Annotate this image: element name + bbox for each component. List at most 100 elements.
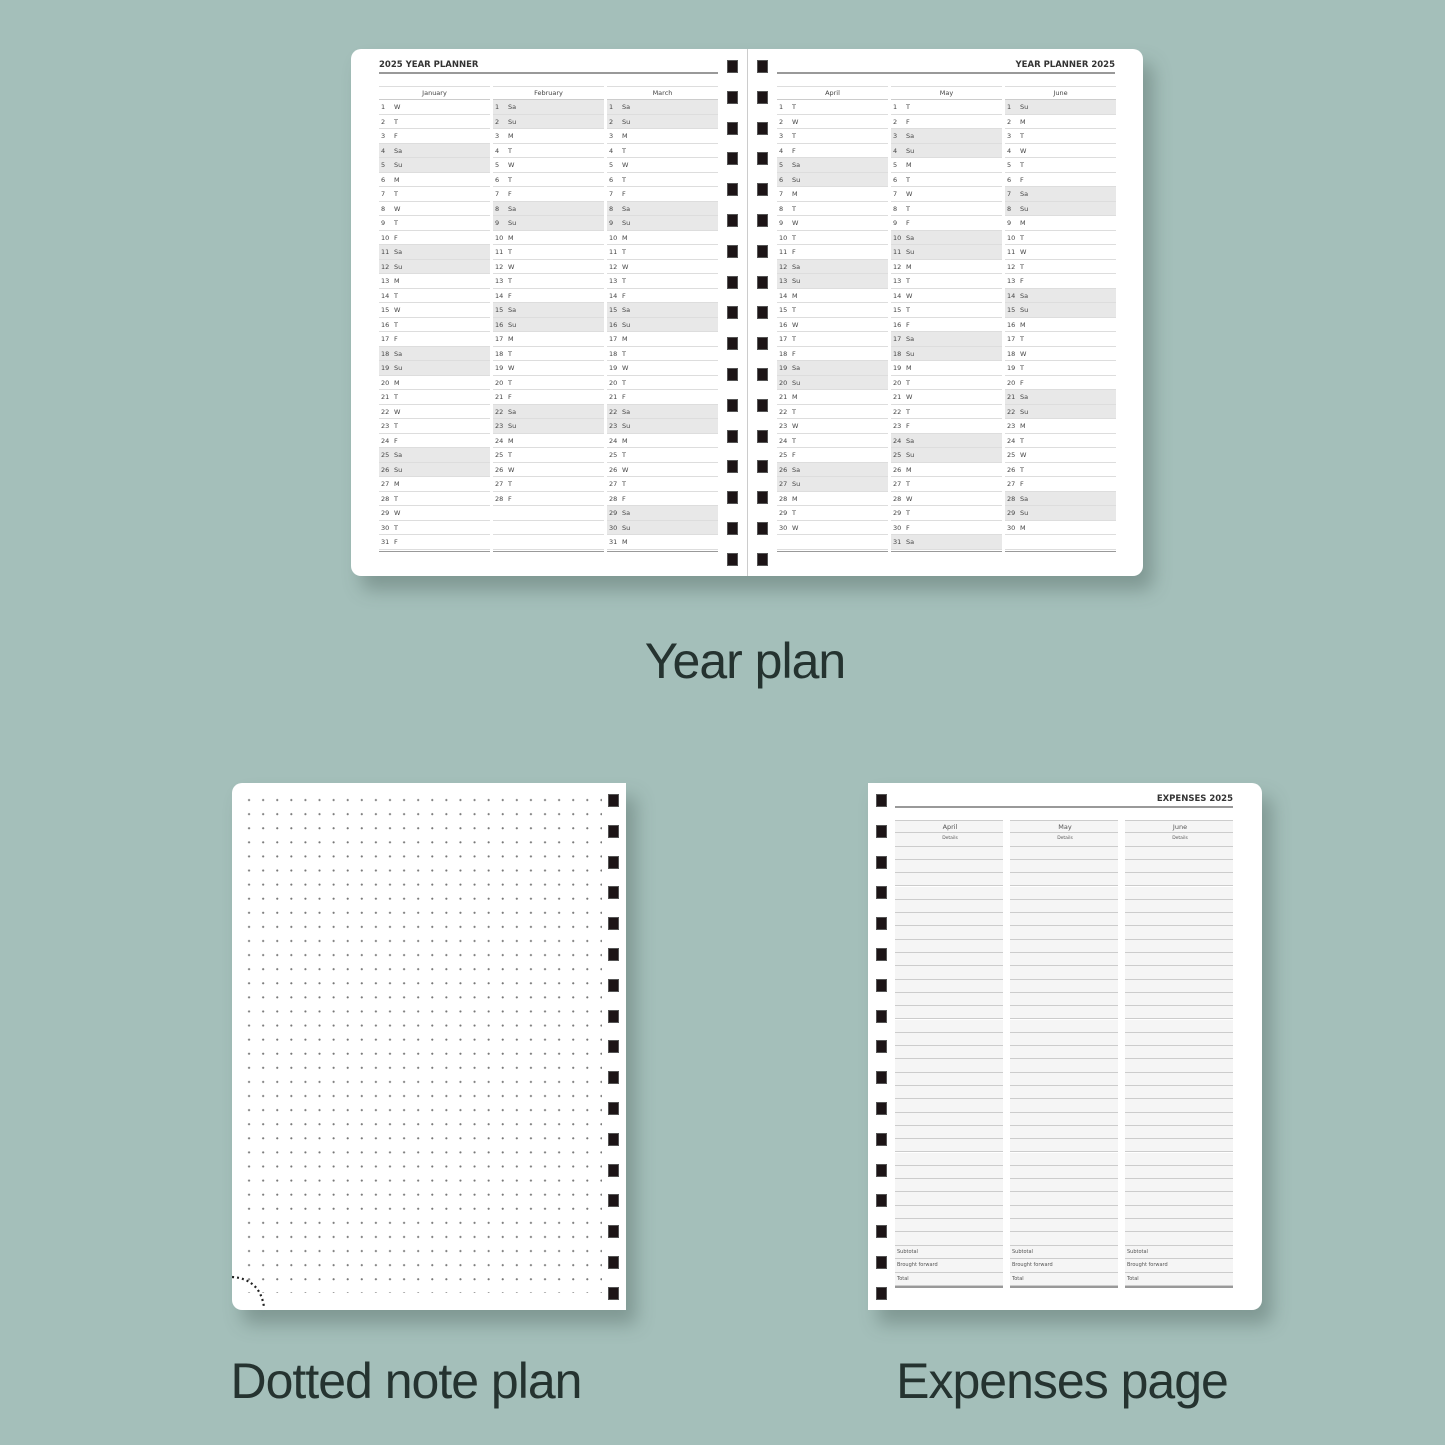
expense-entry-line[interactable]: [1010, 873, 1118, 887]
expense-entry-line[interactable]: [1125, 1032, 1233, 1047]
expense-entry-line[interactable]: [895, 1072, 1003, 1086]
expense-entry-line[interactable]: [895, 1139, 1003, 1153]
expense-entry-line[interactable]: [1125, 1019, 1233, 1033]
expense-entry-line[interactable]: [895, 1112, 1003, 1126]
expense-entry-line[interactable]: [1010, 926, 1118, 940]
expense-entry-line[interactable]: [1010, 1232, 1118, 1246]
expense-entry-line[interactable]: [895, 979, 1003, 993]
expense-entry-line[interactable]: [895, 953, 1003, 967]
expense-entry-line[interactable]: [1125, 979, 1233, 993]
expense-entry-line[interactable]: [1010, 966, 1118, 980]
expense-entry-line[interactable]: [1125, 1205, 1233, 1219]
expense-entry-line[interactable]: [895, 939, 1003, 953]
expense-entry-line[interactable]: [1125, 992, 1233, 1007]
expense-entry-line[interactable]: [895, 913, 1003, 927]
expense-entry-line[interactable]: [1010, 1192, 1118, 1206]
expense-entry-line[interactable]: [1010, 1112, 1118, 1126]
expense-entry-line[interactable]: [895, 1165, 1003, 1180]
expense-entry-line[interactable]: [895, 886, 1003, 900]
binder-ring: [608, 1286, 619, 1300]
expense-entry-line[interactable]: [895, 1032, 1003, 1047]
expense-entry-line[interactable]: [1125, 1072, 1233, 1086]
expense-entry-line[interactable]: [1125, 886, 1233, 900]
expense-entry-line[interactable]: [1010, 992, 1118, 1007]
expense-entry-line[interactable]: [895, 1099, 1003, 1113]
expense-entry-line[interactable]: [1010, 1179, 1118, 1193]
expense-entry-line[interactable]: [895, 859, 1003, 874]
expense-entry-line[interactable]: [1010, 1099, 1118, 1113]
expense-entry-line[interactable]: [895, 1205, 1003, 1219]
expense-entry-line[interactable]: [1010, 1019, 1118, 1033]
expense-entry-line[interactable]: [1125, 1152, 1233, 1166]
expense-entry-line[interactable]: [1010, 886, 1118, 900]
expense-entry-line[interactable]: [895, 1006, 1003, 1020]
expense-entry-line[interactable]: [1125, 1125, 1233, 1140]
day-number: 11: [495, 248, 504, 256]
expense-entry-line[interactable]: [1010, 1165, 1118, 1180]
expense-entry-line[interactable]: [895, 1019, 1003, 1033]
expense-entry-line[interactable]: [1125, 859, 1233, 874]
expense-entry-line[interactable]: [1125, 1232, 1233, 1246]
expense-entry-line[interactable]: [895, 926, 1003, 940]
expense-entry-line[interactable]: [1125, 873, 1233, 887]
expense-entry-line[interactable]: [1125, 1192, 1233, 1206]
expense-entry-line[interactable]: [1125, 1139, 1233, 1153]
expense-entry-line[interactable]: [895, 966, 1003, 980]
expense-entry-line[interactable]: [1010, 1032, 1118, 1047]
expense-entry-line[interactable]: [895, 1192, 1003, 1206]
expense-entry-line[interactable]: [895, 1086, 1003, 1100]
expense-entry-line[interactable]: [895, 1232, 1003, 1246]
expense-entry-line[interactable]: [1010, 1059, 1118, 1073]
expense-entry-line[interactable]: [895, 1059, 1003, 1073]
expense-entry-line[interactable]: [1125, 1179, 1233, 1193]
expense-entry-line[interactable]: [895, 992, 1003, 1007]
expense-entry-line[interactable]: [1125, 1219, 1233, 1233]
expense-entry-line[interactable]: [1010, 1006, 1118, 1020]
weekday: T: [792, 407, 796, 416]
expense-entry-line[interactable]: [895, 846, 1003, 860]
expense-entry-line[interactable]: [1010, 1139, 1118, 1153]
expense-entry-line[interactable]: [1125, 1059, 1233, 1073]
expense-entry-line[interactable]: [1125, 1099, 1233, 1113]
expense-entry-line[interactable]: [1125, 953, 1233, 967]
expense-entry-line[interactable]: [1125, 926, 1233, 940]
expense-entry-line[interactable]: [895, 1152, 1003, 1166]
expense-entry-line[interactable]: [1010, 846, 1118, 860]
expense-entry-line[interactable]: [1010, 1219, 1118, 1233]
expense-entry-line[interactable]: [1010, 1072, 1118, 1086]
expense-entry-line[interactable]: [895, 1046, 1003, 1060]
expense-entry-line[interactable]: [1010, 1125, 1118, 1140]
expense-entry-line[interactable]: [1010, 1152, 1118, 1166]
expense-entry-line[interactable]: [1010, 1046, 1118, 1060]
expense-entry-line[interactable]: [1010, 939, 1118, 953]
expense-entry-line[interactable]: [1010, 1205, 1118, 1219]
expense-entry-line[interactable]: [895, 1179, 1003, 1193]
expense-entry-line[interactable]: [1125, 899, 1233, 914]
expense-entry-line[interactable]: [895, 899, 1003, 914]
expense-entry-line[interactable]: [1010, 1086, 1118, 1100]
expense-entry-line[interactable]: [1125, 1112, 1233, 1126]
details-header: Details: [1125, 833, 1233, 847]
expense-entry-line[interactable]: [1125, 939, 1233, 953]
expense-entry-line[interactable]: [1010, 953, 1118, 967]
expense-entry-line[interactable]: [1125, 913, 1233, 927]
day-row: 5 Sa: [777, 158, 888, 173]
expense-entry-line[interactable]: [1125, 1165, 1233, 1180]
expense-entry-line[interactable]: [1125, 1086, 1233, 1100]
weekday: Sa: [508, 306, 517, 314]
day-row: 24 F: [379, 434, 490, 448]
expense-entry-line[interactable]: [1010, 899, 1118, 914]
day-number: 19: [495, 364, 504, 372]
expense-entry-line[interactable]: [895, 873, 1003, 887]
expense-entry-line[interactable]: [895, 1125, 1003, 1140]
expense-entry-line[interactable]: [1125, 1006, 1233, 1020]
weekday: T: [792, 103, 796, 111]
day-number: 23: [1007, 422, 1016, 430]
expense-entry-line[interactable]: [1010, 913, 1118, 927]
expense-entry-line[interactable]: [1125, 846, 1233, 860]
expense-entry-line[interactable]: [1125, 1046, 1233, 1060]
expense-entry-line[interactable]: [1010, 979, 1118, 993]
expense-entry-line[interactable]: [895, 1219, 1003, 1233]
expense-entry-line[interactable]: [1010, 859, 1118, 874]
expense-entry-line[interactable]: [1125, 966, 1233, 980]
